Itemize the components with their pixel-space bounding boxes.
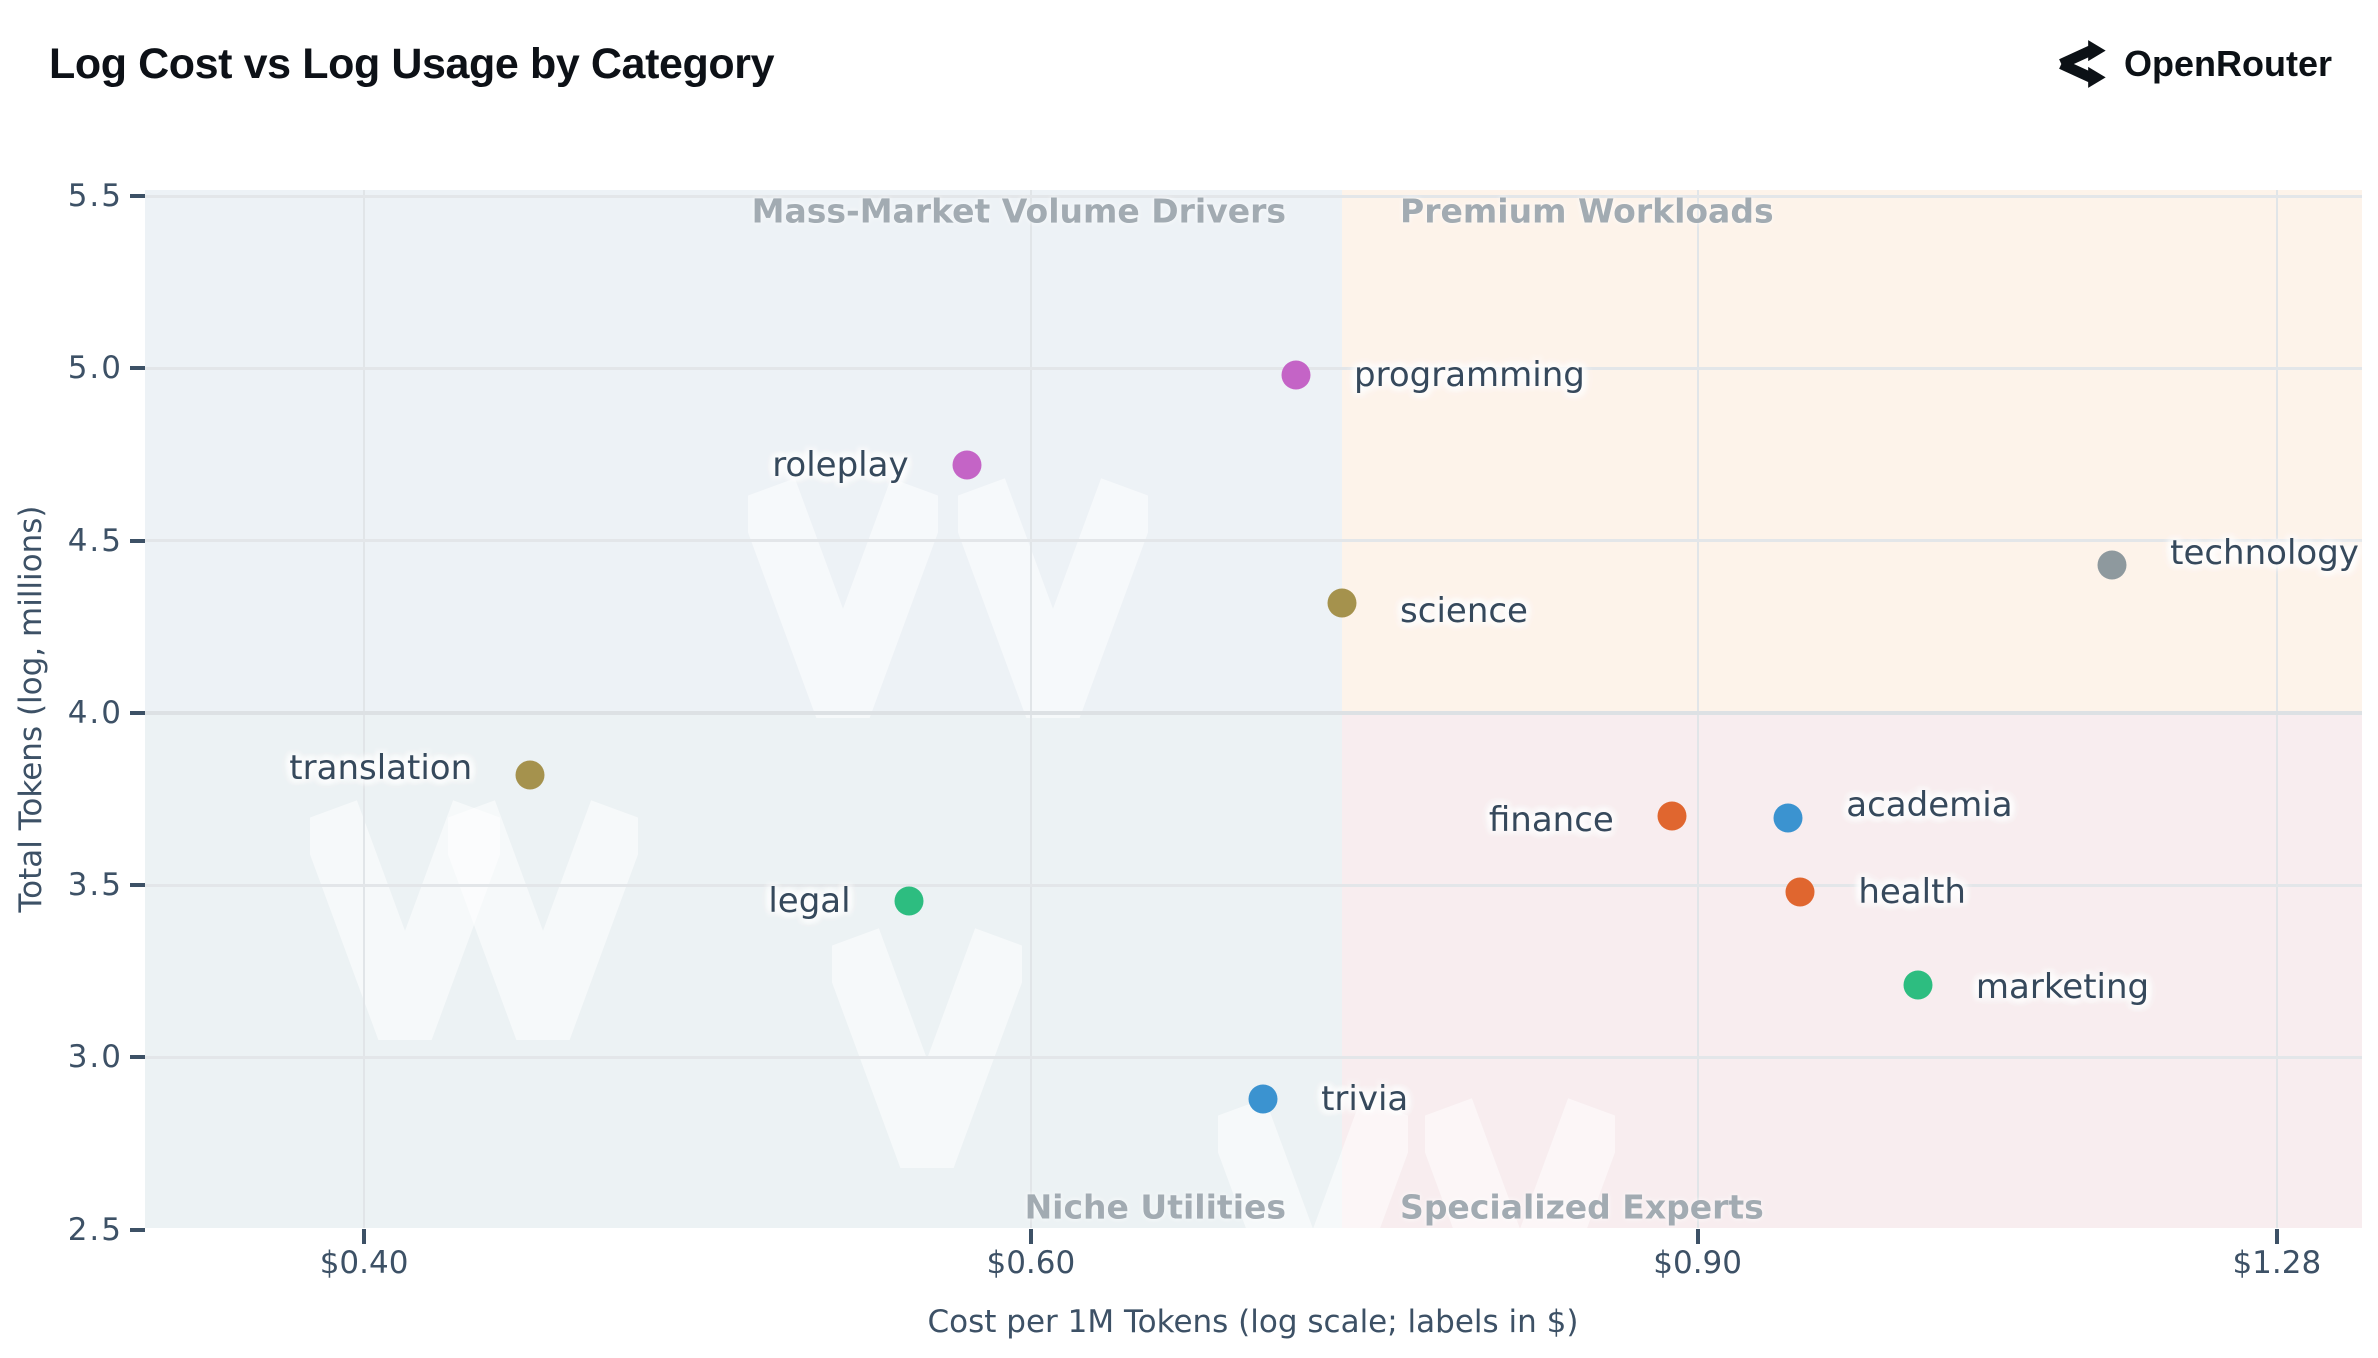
quadrant-label-top-right: Premium Workloads (1400, 191, 1774, 231)
point-label-finance: finance (1488, 800, 1614, 841)
y-tick-mark (130, 194, 145, 199)
quadrant-bg-bottom-left (145, 712, 1343, 1228)
point-label-technology: technology (2170, 532, 2359, 573)
gridline-y-5.5 (145, 194, 2362, 198)
point-roleplay (952, 450, 982, 480)
gridline-y-4.5 (145, 539, 2362, 543)
gridline-x-$1.28 (2275, 190, 2278, 1228)
point-label-marketing: marketing (1975, 967, 2150, 1008)
gridline-x-$0.40 (363, 190, 366, 1228)
y-tick-label: 3.5 (67, 867, 123, 904)
y-tick-mark (130, 1055, 145, 1060)
gridline-x-$0.90 (1696, 190, 1699, 1228)
gridline-y-3.0 (145, 1055, 2362, 1059)
y-tick-label: 3.0 (67, 1039, 123, 1076)
gridline-y-3.5 (145, 883, 2362, 887)
y-tick-label: 4.0 (67, 694, 123, 731)
point-science (1327, 588, 1357, 618)
point-translation (515, 760, 545, 790)
point-label-academia: academia (1846, 785, 2013, 826)
point-label-science: science (1400, 590, 1528, 631)
y-tick-mark (130, 710, 145, 715)
x-tick-mark (1695, 1229, 1700, 1244)
page-title: Log Cost vs Log Usage by Category (49, 39, 775, 88)
x-tick-label: $0.40 (319, 1245, 409, 1281)
point-label-roleplay: roleplay (772, 444, 909, 485)
x-tick-label: $1.28 (2232, 1245, 2322, 1281)
point-health (1785, 877, 1815, 907)
point-label-legal: legal (768, 880, 851, 921)
y-tick-label: 5.0 (67, 350, 123, 387)
x-tick-label: $0.90 (1653, 1245, 1742, 1281)
point-label-programming: programming (1354, 355, 1585, 396)
point-label-health: health (1858, 872, 1966, 913)
y-axis-title: Total Tokens (log, millions) (13, 505, 49, 913)
y-tick-label: 4.5 (67, 522, 123, 559)
y-tick-label: 5.5 (67, 178, 123, 215)
point-trivia (1248, 1084, 1278, 1114)
quadrant-bg-top-left (145, 190, 1343, 713)
point-marketing (1903, 970, 1933, 1000)
y-tick-mark (130, 1227, 145, 1232)
x-tick-mark (2274, 1229, 2279, 1244)
x-tick-label: $0.60 (986, 1245, 1076, 1281)
x-axis-title: Cost per 1M Tokens (log scale; labels in… (927, 1304, 1579, 1340)
quadrant-label-top-left: Mass-Market Volume Drivers (751, 191, 1287, 231)
y-tick-mark (130, 883, 145, 888)
gridline-y-5.0 (145, 366, 2362, 370)
gridline-x-$0.60 (1029, 190, 1032, 1228)
quadrant-bg-top-right (1342, 190, 2362, 713)
point-label-translation: translation (289, 747, 473, 788)
point-finance (1657, 801, 1687, 831)
y-tick-mark (130, 538, 145, 543)
brand-text: OpenRouter (2123, 43, 2332, 84)
openrouter-logo-icon (2052, 36, 2108, 92)
x-tick-mark (362, 1229, 367, 1244)
x-tick-mark (1028, 1229, 1033, 1244)
openrouter-logo: OpenRouter (2052, 36, 2332, 92)
point-academia (1773, 803, 1803, 833)
y-tick-mark (130, 366, 145, 371)
quadrant-label-bottom-right: Specialized Experts (1400, 1187, 1764, 1227)
y-tick-label: 2.5 (67, 1211, 123, 1248)
gridline-y-4.0 (145, 710, 2362, 715)
point-label-trivia: trivia (1321, 1078, 1409, 1119)
quadrant-label-bottom-left: Niche Utilities (1024, 1187, 1287, 1227)
page-header: Log Cost vs Log Usage by Category OpenRo… (49, 22, 2332, 106)
point-technology (2097, 550, 2127, 580)
plot-area: Mass-Market Volume Drivers Premium Worklo… (145, 190, 2362, 1228)
point-programming (1281, 360, 1311, 390)
point-legal (894, 886, 924, 916)
